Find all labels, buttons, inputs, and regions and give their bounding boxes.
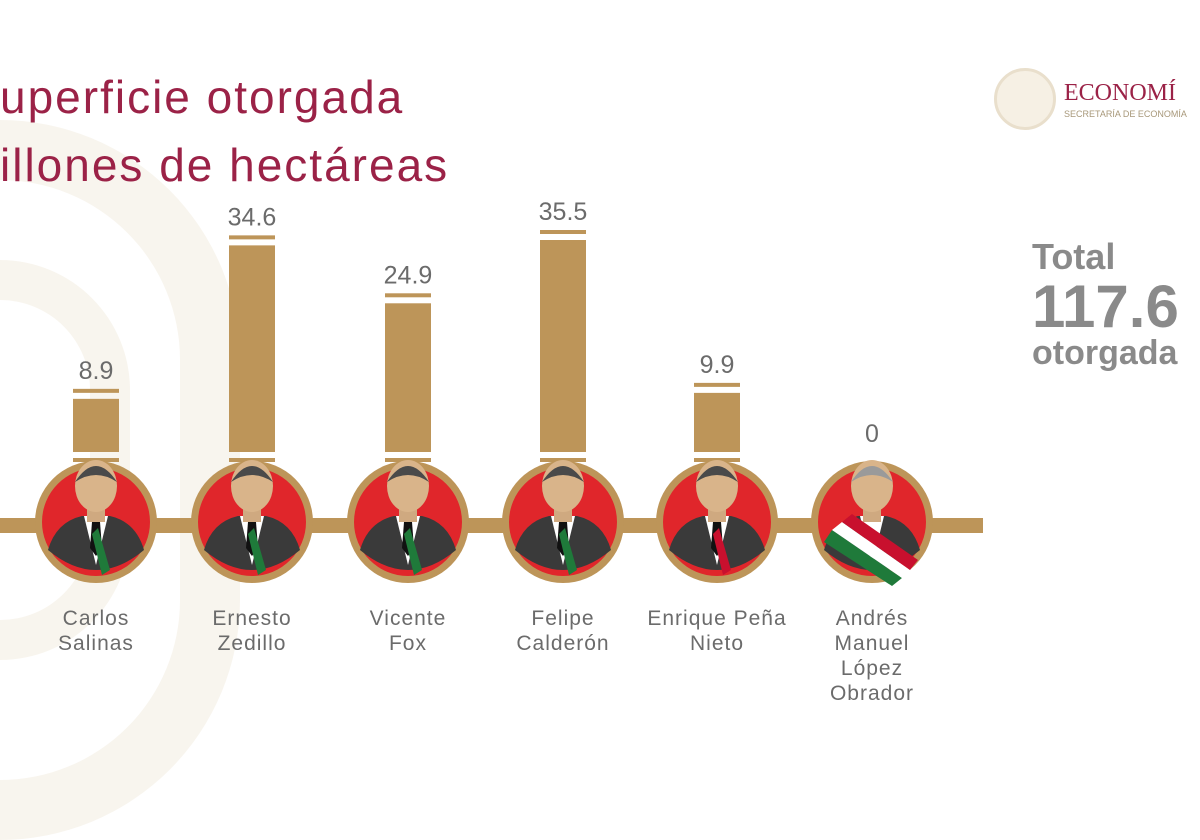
data-label: 0 — [865, 420, 879, 448]
presidential-sash — [832, 522, 910, 578]
bar-cap — [73, 388, 119, 393]
category-label: Enrique Peña Nieto — [642, 606, 792, 656]
portrait-sash — [248, 528, 266, 575]
category-label-line: Nieto — [689, 632, 745, 655]
bar-cap — [540, 230, 586, 234]
bar — [540, 240, 586, 452]
title-line-2: illones de hectáreas — [0, 139, 450, 191]
portrait-hair — [851, 466, 893, 482]
logo: ECONOMÍ SECRETARÍA DE ECONOMÍA — [994, 68, 1194, 130]
total-value: 117.6 — [1032, 273, 1179, 340]
bar-cap — [385, 293, 431, 298]
portrait-sash — [404, 528, 422, 575]
category-label: Ernesto Zedillo — [177, 606, 327, 656]
portrait-hair — [696, 466, 738, 482]
bar-cap — [694, 382, 740, 387]
logo-name: ECONOMÍ — [1064, 79, 1176, 106]
category-label-line: Calderón — [516, 632, 610, 655]
portrait-hair — [387, 466, 429, 482]
portrait-hair — [75, 466, 117, 482]
category-label-line: Zedillo — [217, 632, 287, 655]
portrait-hair — [542, 466, 584, 482]
category-label-line: Salinas — [58, 632, 134, 655]
bar — [694, 392, 740, 452]
title-line-1: uperficie otorgada — [0, 71, 405, 123]
data-label: 34.6 — [228, 203, 277, 231]
total-label: Total — [1032, 236, 1116, 277]
data-label: 8.9 — [79, 357, 114, 385]
portrait-hair — [231, 466, 273, 482]
category-label-line: Carlos — [62, 607, 130, 630]
category-label-line: Enrique Peña — [647, 607, 787, 630]
category-label: Vicente Fox — [333, 606, 483, 656]
presidential-sash — [824, 530, 902, 586]
category-label-line: Obrador — [829, 682, 915, 705]
portrait-sash — [559, 528, 577, 575]
category-label-line: Felipe — [531, 607, 595, 630]
category-label-line: López — [840, 657, 904, 680]
total-suffix: otorgada — [1032, 334, 1178, 372]
bar-chart: 8.9 34.6 24.9 35.5 9.9 0 — [0, 198, 983, 586]
category-label-line: Andrés — [835, 607, 909, 630]
bar — [73, 398, 119, 452]
category-label-line: Vicente — [369, 607, 447, 630]
presidential-sash — [842, 514, 918, 570]
national-seal-icon — [994, 68, 1056, 130]
category-label-line: Manuel — [834, 632, 910, 655]
data-label: 9.9 — [700, 351, 735, 379]
portrait-sash — [713, 528, 731, 575]
data-label: 24.9 — [384, 261, 433, 289]
category-label: Felipe Calderón — [488, 606, 638, 656]
bar — [385, 303, 431, 452]
category-label: Carlos Salinas — [21, 606, 171, 656]
bar — [229, 245, 275, 452]
portrait-sash — [92, 528, 110, 575]
category-label-line: Fox — [388, 632, 427, 655]
data-label: 35.5 — [539, 198, 588, 226]
category-label: Andrés Manuel López Obrador — [797, 606, 947, 706]
category-label-line: Ernesto — [212, 607, 292, 630]
bar-cap — [229, 235, 275, 240]
logo-subtitle: SECRETARÍA DE ECONOMÍA — [1064, 108, 1187, 119]
